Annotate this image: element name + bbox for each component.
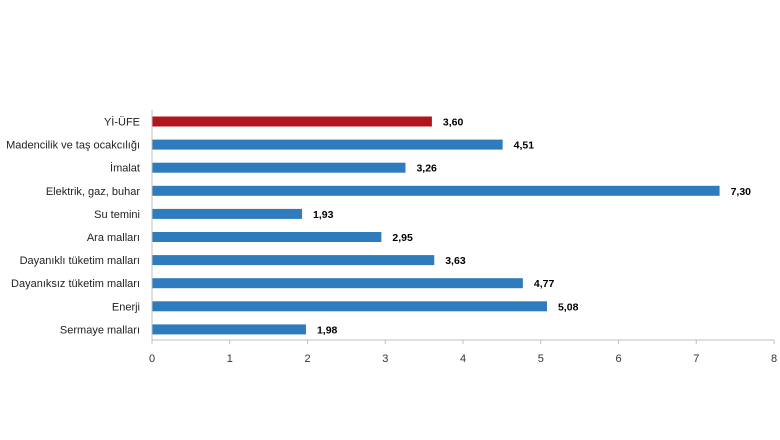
value-label: 3,60 (443, 117, 464, 129)
value-label: 4,51 (514, 140, 535, 152)
category-label: Su temini (94, 209, 140, 221)
x-tick-label: 2 (304, 353, 310, 365)
bars-layer: Yİ-ÜFE 3,60 Madencilik ve taş ocakcılığı 4,… (6, 116, 751, 337)
bar (152, 301, 547, 312)
bar (152, 232, 382, 242)
category-label: Madencilik ve taş ocakcılığı (6, 140, 140, 152)
value-label: 7,30 (731, 186, 752, 198)
category-label: Dayanıklı tüketim malları (20, 255, 140, 267)
category-label: İmalat (110, 162, 140, 175)
x-ticks-layer: 0 1 2 3 4 5 6 7 8 (149, 340, 777, 365)
bar (152, 139, 503, 150)
x-tick-label: 1 (227, 353, 233, 365)
category-label: Elektrik, gaz, buhar (46, 186, 140, 198)
category-label: Ara malları (87, 232, 140, 244)
value-label: 1,98 (317, 324, 338, 336)
x-tick-label: 7 (693, 353, 699, 365)
category-label: Dayanıksız tüketim malları (11, 278, 140, 290)
bar (152, 278, 523, 289)
bar (152, 324, 306, 335)
value-label: 4,77 (534, 278, 555, 290)
x-tick-label: 3 (382, 353, 388, 365)
value-label: 3,63 (445, 255, 466, 267)
bar (152, 162, 406, 173)
x-tick-label: 0 (149, 353, 155, 365)
value-label: 1,93 (313, 209, 334, 221)
bar (152, 255, 435, 266)
x-tick-label: 8 (771, 353, 777, 365)
category-label: Sermaye malları (60, 324, 140, 336)
x-tick-label: 6 (615, 353, 621, 365)
category-label: Enerji (112, 301, 140, 313)
bar (152, 208, 303, 219)
x-tick-label: 5 (538, 353, 544, 365)
category-label: Yİ-ÜFE (104, 116, 140, 129)
bar (152, 116, 432, 127)
value-label: 2,95 (392, 232, 413, 244)
bar (152, 185, 720, 196)
value-label: 3,26 (416, 163, 437, 175)
value-label: 5,08 (558, 301, 579, 313)
x-tick-label: 4 (460, 353, 466, 365)
